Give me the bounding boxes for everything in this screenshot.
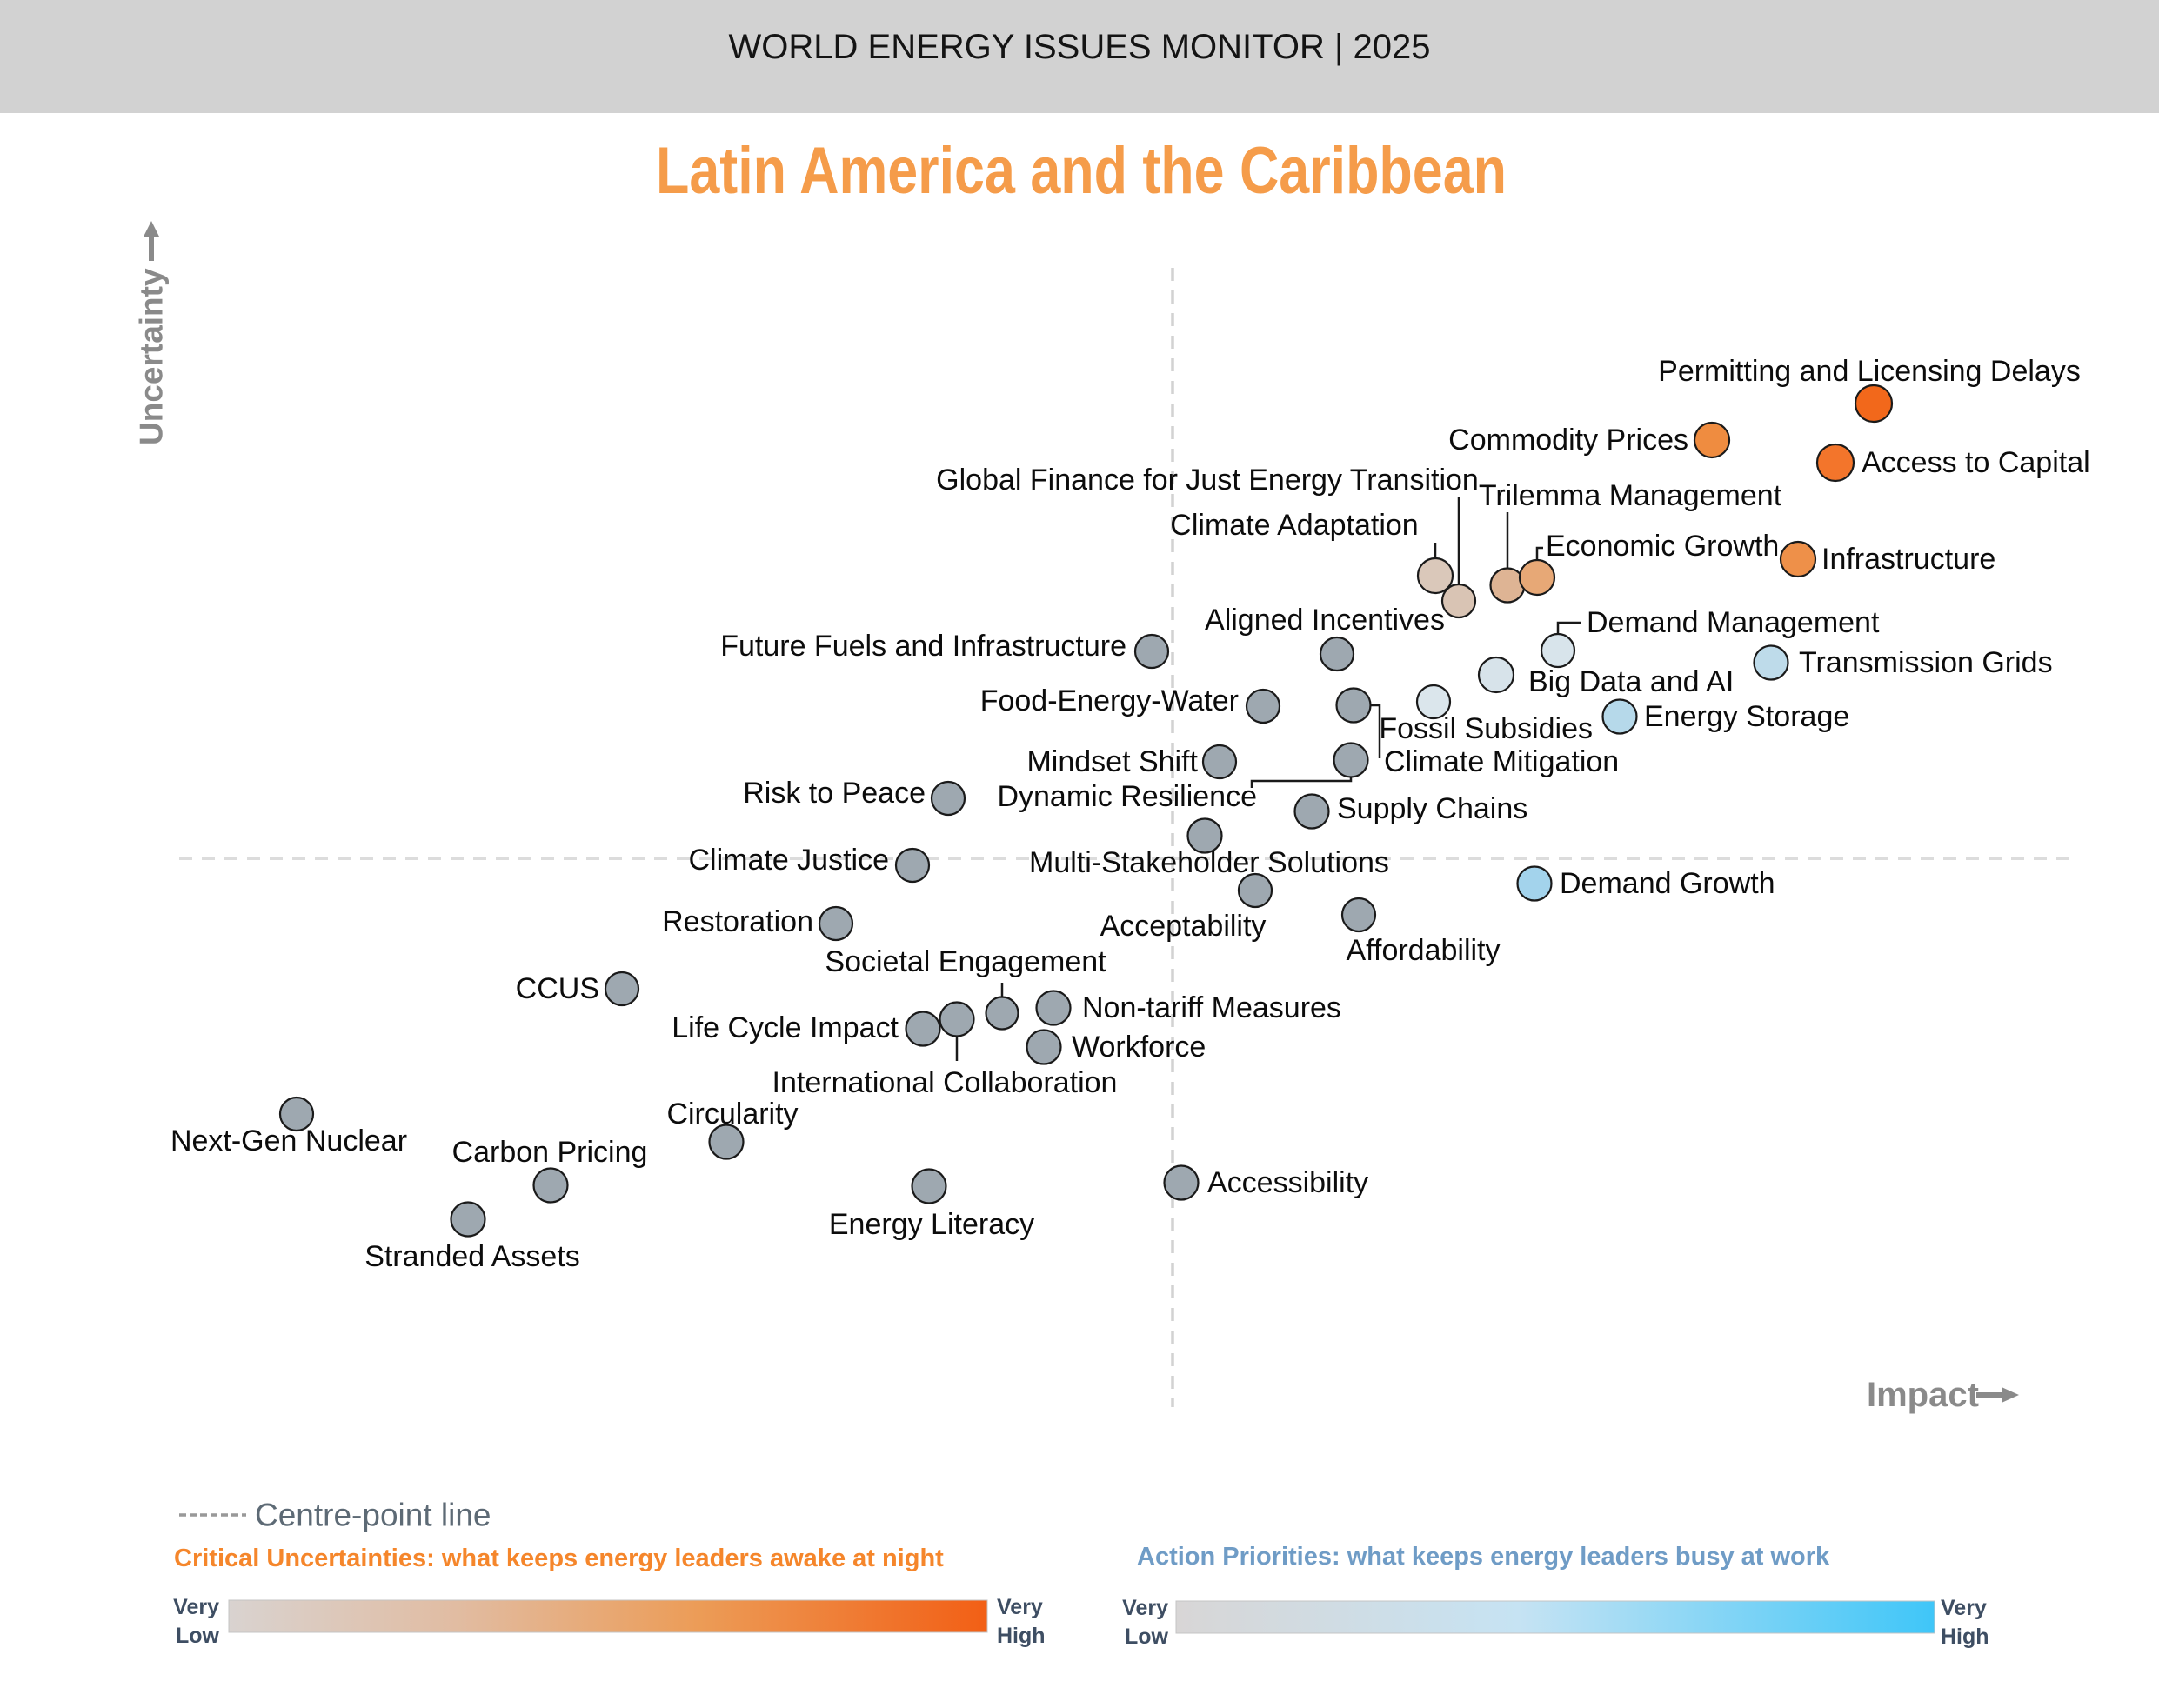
svg-text:High: High [1941,1625,1989,1649]
svg-text:Transmission Grids: Transmission Grids [1799,646,2053,679]
svg-text:Action Priorities: what keeps: Action Priorities: what keeps energy lea… [1137,1543,1830,1571]
svg-text:Non-tariff Measures: Non-tariff Measures [1082,991,1341,1024]
svg-text:Trilemma Management: Trilemma Management [1479,479,1782,512]
svg-text:Critical Uncertainties: what k: Critical Uncertainties: what keeps energ… [174,1545,944,1572]
svg-text:Mindset Shift: Mindset Shift [1026,745,1198,778]
svg-text:Low: Low [176,1624,220,1648]
svg-text:Energy Literacy: Energy Literacy [829,1208,1034,1241]
svg-text:Life Cycle Impact: Life Cycle Impact [672,1011,899,1044]
svg-text:Economic Growth: Economic Growth [1546,530,1779,563]
svg-text:Uncertainty: Uncertainty [134,268,170,445]
svg-text:Demand Management: Demand Management [1587,606,1880,639]
svg-text:Dynamic Resilience: Dynamic Resilience [997,780,1257,813]
svg-text:Very: Very [173,1595,219,1619]
svg-text:Acceptability: Acceptability [1100,910,1267,943]
svg-text:Infrastructure: Infrastructure [1821,543,1995,576]
svg-text:International Collaboration: International Collaboration [772,1066,1118,1099]
svg-text:Global Finance for Just Energy: Global Finance for Just Energy Transitio… [936,464,1479,497]
svg-text:High: High [997,1624,1046,1648]
svg-text:Centre-point line: Centre-point line [255,1498,491,1533]
svg-text:Impact: Impact [1867,1376,1979,1414]
svg-text:CCUS: CCUS [516,972,599,1005]
svg-text:Low: Low [1125,1625,1169,1649]
svg-text:Climate Justice: Climate Justice [688,844,889,877]
svg-text:Stranded Assets: Stranded Assets [364,1240,580,1273]
svg-text:Workforce: Workforce [1072,1031,1206,1064]
svg-text:Permitting and Licensing Delay: Permitting and Licensing Delays [1658,355,2081,388]
svg-text:Demand Growth: Demand Growth [1560,867,1775,900]
svg-text:Access to Capital: Access to Capital [1862,446,2090,479]
svg-text:Societal Engagement: Societal Engagement [825,945,1106,978]
svg-text:Food-Energy-Water: Food-Energy-Water [980,684,1239,717]
svg-text:Aligned Incentives: Aligned Incentives [1205,604,1445,637]
svg-text:Energy Storage: Energy Storage [1644,700,1849,733]
svg-text:Very: Very [1122,1596,1168,1620]
svg-text:Next-Gen Nuclear: Next-Gen Nuclear [170,1124,407,1158]
svg-text:Accessibility: Accessibility [1207,1166,1368,1199]
svg-text:Circularity: Circularity [666,1098,798,1131]
svg-text:Climate Adaptation: Climate Adaptation [1170,509,1418,542]
svg-text:Fossil Subsidies: Fossil Subsidies [1379,712,1593,745]
svg-text:Carbon Pricing: Carbon Pricing [452,1136,648,1169]
svg-text:Risk to Peace: Risk to Peace [743,777,926,810]
svg-text:Restoration: Restoration [662,905,813,938]
svg-text:Big Data and AI: Big Data and AI [1528,665,1734,698]
svg-text:Very: Very [1941,1596,1987,1620]
svg-text:Future Fuels and Infrastructur: Future Fuels and Infrastructure [720,630,1126,663]
svg-text:Climate Mitigation: Climate Mitigation [1384,745,1619,778]
svg-text:Commodity Prices: Commodity Prices [1448,424,1688,457]
svg-text:Multi-Stakeholder Solutions: Multi-Stakeholder Solutions [1029,846,1389,879]
svg-text:Very: Very [997,1595,1043,1619]
svg-text:Supply Chains: Supply Chains [1337,792,1527,825]
svg-text:Affordability: Affordability [1346,934,1500,967]
